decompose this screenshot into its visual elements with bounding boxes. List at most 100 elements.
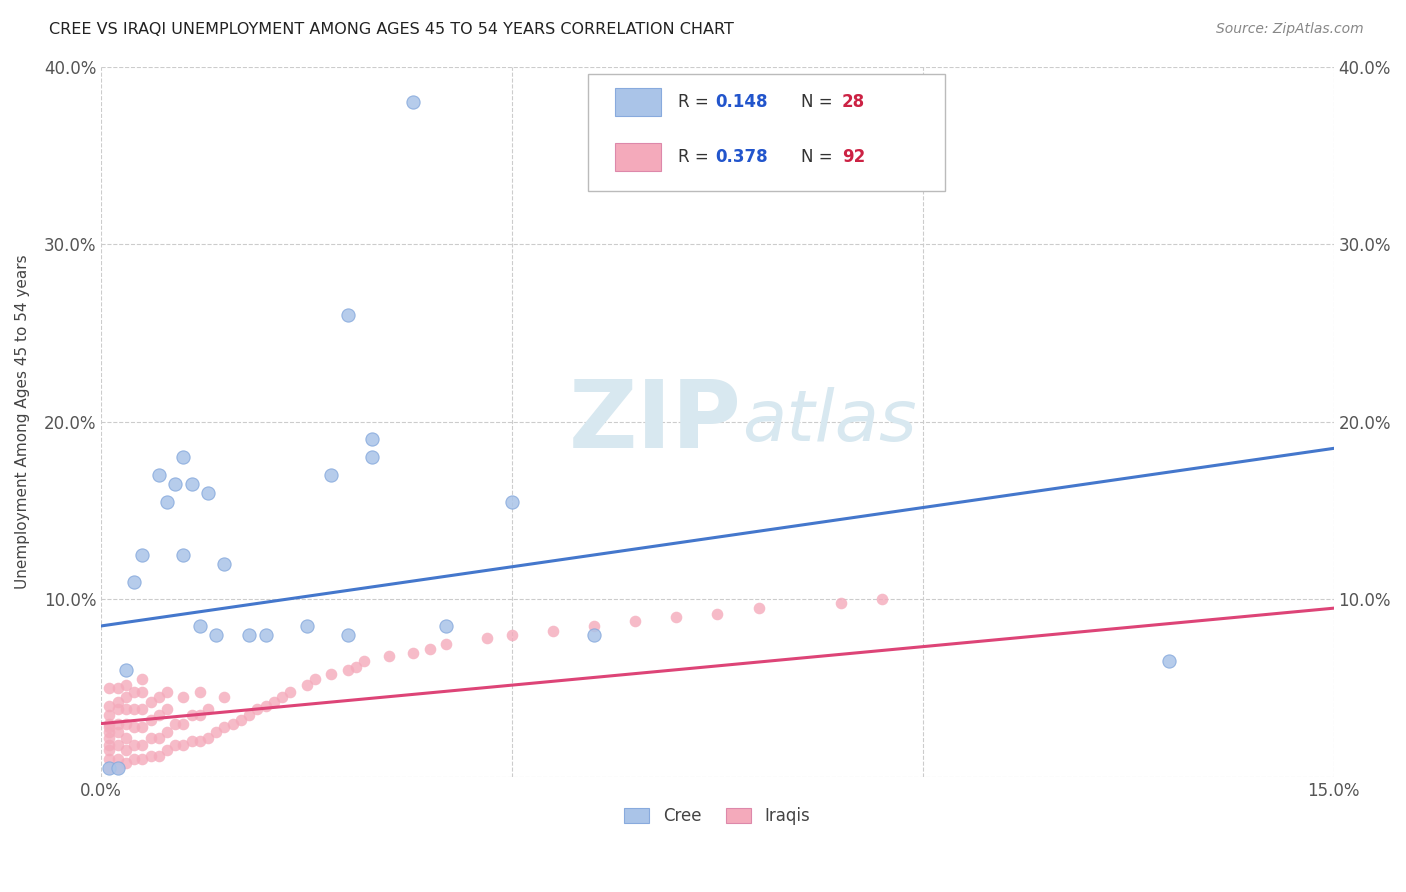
Iraqis: [131, 702, 153, 716]
Iraqis: [107, 752, 129, 766]
Cree: [172, 548, 194, 562]
Cree: [238, 628, 260, 642]
Iraqis: [197, 702, 219, 716]
Cree: [156, 494, 179, 508]
Cree: [583, 628, 606, 642]
Text: N =: N =: [801, 93, 838, 111]
Cree: [205, 628, 228, 642]
Iraqis: [197, 731, 219, 745]
Iraqis: [188, 734, 211, 748]
Iraqis: [344, 660, 367, 674]
Iraqis: [115, 756, 138, 770]
Iraqis: [156, 743, 179, 757]
Iraqis: [107, 716, 129, 731]
Iraqis: [321, 666, 343, 681]
Iraqis: [107, 702, 129, 716]
Iraqis: [98, 738, 121, 752]
Legend: Cree, Iraqis: Cree, Iraqis: [624, 807, 810, 825]
Cree: [197, 485, 219, 500]
Cree: [148, 468, 170, 483]
Cree: [402, 95, 425, 109]
Iraqis: [172, 738, 194, 752]
Text: 0.378: 0.378: [716, 148, 768, 166]
Iraqis: [156, 702, 179, 716]
Cree: [98, 761, 121, 775]
Iraqis: [278, 684, 301, 698]
Text: 92: 92: [842, 148, 865, 166]
Iraqis: [98, 698, 121, 713]
Iraqis: [107, 725, 129, 739]
Iraqis: [180, 707, 202, 722]
Iraqis: [188, 684, 211, 698]
Iraqis: [98, 681, 121, 695]
Iraqis: [172, 690, 194, 704]
Iraqis: [419, 642, 441, 657]
Cree: [131, 548, 153, 562]
Cree: [165, 476, 187, 491]
Text: ZIP: ZIP: [569, 376, 742, 467]
FancyBboxPatch shape: [616, 87, 661, 116]
Iraqis: [402, 646, 425, 660]
Iraqis: [501, 628, 523, 642]
Iraqis: [139, 695, 162, 709]
Iraqis: [665, 610, 688, 624]
Text: 28: 28: [842, 93, 865, 111]
Cree: [361, 433, 384, 447]
Iraqis: [98, 716, 121, 731]
Iraqis: [214, 720, 236, 734]
Text: CREE VS IRAQI UNEMPLOYMENT AMONG AGES 45 TO 54 YEARS CORRELATION CHART: CREE VS IRAQI UNEMPLOYMENT AMONG AGES 45…: [49, 22, 734, 37]
Iraqis: [115, 702, 138, 716]
Cree: [361, 450, 384, 465]
Iraqis: [353, 655, 375, 669]
Iraqis: [336, 663, 359, 677]
Iraqis: [131, 672, 153, 686]
Y-axis label: Unemployment Among Ages 45 to 54 years: Unemployment Among Ages 45 to 54 years: [15, 254, 30, 589]
Iraqis: [172, 716, 194, 731]
Iraqis: [246, 702, 269, 716]
Iraqis: [830, 596, 852, 610]
Iraqis: [148, 748, 170, 763]
Iraqis: [98, 725, 121, 739]
Cree: [1159, 655, 1181, 669]
Iraqis: [115, 743, 138, 757]
Iraqis: [98, 743, 121, 757]
Iraqis: [747, 601, 769, 615]
Iraqis: [122, 738, 145, 752]
Cree: [214, 557, 236, 571]
Iraqis: [131, 752, 153, 766]
Iraqis: [238, 707, 260, 722]
Cree: [115, 663, 138, 677]
Iraqis: [148, 707, 170, 722]
Iraqis: [165, 738, 187, 752]
Iraqis: [295, 677, 318, 691]
Iraqis: [706, 607, 728, 621]
Cree: [107, 761, 129, 775]
Iraqis: [107, 761, 129, 775]
Iraqis: [148, 690, 170, 704]
Iraqis: [122, 702, 145, 716]
Iraqis: [188, 707, 211, 722]
FancyBboxPatch shape: [588, 74, 945, 191]
Iraqis: [156, 725, 179, 739]
Text: R =: R =: [678, 148, 714, 166]
Iraqis: [477, 632, 499, 646]
Text: 0.148: 0.148: [716, 93, 768, 111]
Iraqis: [98, 761, 121, 775]
Iraqis: [139, 748, 162, 763]
Iraqis: [115, 731, 138, 745]
Iraqis: [107, 738, 129, 752]
Cree: [172, 450, 194, 465]
Iraqis: [229, 713, 252, 727]
Cree: [336, 308, 359, 322]
Cree: [336, 628, 359, 642]
Iraqis: [122, 752, 145, 766]
Iraqis: [254, 698, 277, 713]
Iraqis: [205, 725, 228, 739]
Iraqis: [541, 624, 564, 639]
Iraqis: [378, 649, 401, 664]
Cree: [321, 468, 343, 483]
Iraqis: [115, 677, 138, 691]
Iraqis: [222, 716, 245, 731]
Cree: [254, 628, 277, 642]
Iraqis: [214, 690, 236, 704]
